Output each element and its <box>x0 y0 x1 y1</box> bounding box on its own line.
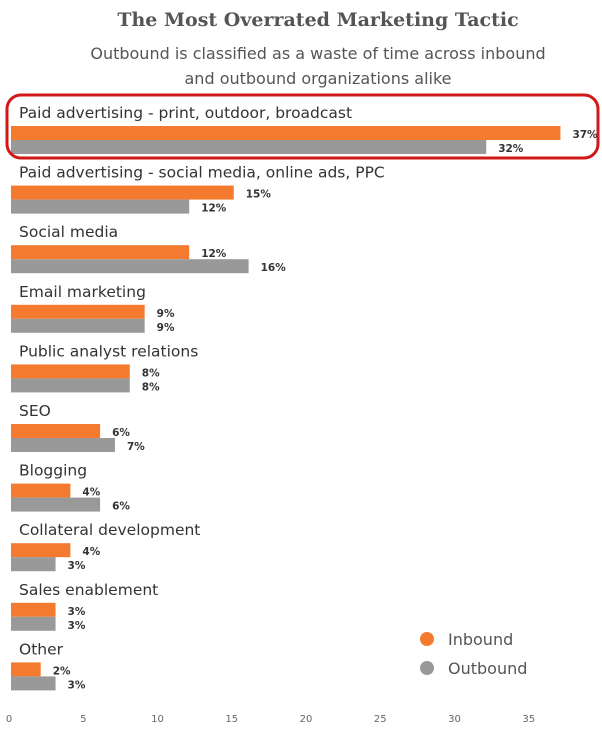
bar-inbound-seo <box>11 424 101 438</box>
x-tick-label-30: 30 <box>448 714 461 725</box>
value-label-outbound-seo: 7% <box>127 441 145 453</box>
category-label-paid-advertising-print-outdoor-broadcast: Paid advertising - print, outdoor, broad… <box>19 104 352 122</box>
value-label-inbound-collateral-development: 4% <box>82 546 100 558</box>
value-label-inbound-seo: 6% <box>112 427 130 439</box>
x-tick-label-15: 15 <box>225 714 238 725</box>
category-label-paid-advertising-social-media-online-ads-ppc: Paid advertising - social media, online … <box>19 164 385 182</box>
value-label-inbound-other: 2% <box>53 665 71 677</box>
legend-label-outbound: Outbound <box>448 659 527 678</box>
bars-group: Paid advertising - print, outdoor, broad… <box>5 93 600 691</box>
highlight-box <box>5 93 600 160</box>
bar-inbound-social-media <box>11 245 190 260</box>
value-label-outbound-blogging: 6% <box>112 501 130 513</box>
legend-label-inbound: Inbound <box>448 630 513 649</box>
value-label-inbound-sales-enablement: 3% <box>68 606 86 618</box>
value-label-inbound-email-marketing: 9% <box>157 308 175 320</box>
bar-inbound-collateral-development <box>11 543 71 558</box>
category-label-other: Other <box>19 640 64 658</box>
chart-subtitle-line-1: Outbound is classified as a waste of tim… <box>90 44 545 63</box>
legend-swatch-inbound <box>420 632 434 646</box>
x-tick-label-35: 35 <box>522 714 535 725</box>
category-label-sales-enablement: Sales enablement <box>19 581 158 599</box>
bar-inbound-sales-enablement <box>11 602 56 617</box>
bar-inbound-email-marketing <box>11 304 145 319</box>
bar-outbound-collateral-development <box>11 557 56 572</box>
category-label-email-marketing: Email marketing <box>19 283 146 301</box>
x-tick-label-0: 0 <box>6 714 12 725</box>
legend: Inbound Outbound <box>420 630 527 678</box>
bar-outbound-public-analyst-relations <box>11 378 130 393</box>
value-label-inbound-paid-advertising-print-outdoor-broadcast: 37% <box>572 129 598 141</box>
bar-outbound-paid-advertising-print-outdoor-broadcast <box>11 140 487 154</box>
value-label-outbound-other: 3% <box>68 679 86 691</box>
value-label-outbound-collateral-development: 3% <box>68 560 86 572</box>
category-label-public-analyst-relations: Public analyst relations <box>19 342 198 360</box>
bar-inbound-other <box>11 662 41 677</box>
bar-outbound-other <box>11 676 56 691</box>
value-label-outbound-paid-advertising-social-media-online-ads-ppc: 12% <box>201 203 227 215</box>
bar-outbound-blogging <box>11 497 101 512</box>
value-label-inbound-social-media: 12% <box>201 248 227 260</box>
legend-swatch-outbound <box>420 661 434 675</box>
category-label-collateral-development: Collateral development <box>19 521 200 539</box>
bar-outbound-email-marketing <box>11 318 145 333</box>
bar-inbound-blogging <box>11 483 71 498</box>
chart-title: The Most Overrated Marketing Tactic <box>117 9 518 31</box>
value-label-inbound-blogging: 4% <box>82 487 100 499</box>
bar-outbound-paid-advertising-social-media-online-ads-ppc <box>11 199 190 214</box>
value-label-outbound-social-media: 16% <box>261 262 287 274</box>
bar-inbound-public-analyst-relations <box>11 364 130 379</box>
x-axis: 0 5 10 15 20 25 30 35 <box>6 714 535 725</box>
category-label-social-media: Social media <box>19 223 118 241</box>
bar-inbound-paid-advertising-social-media-online-ads-ppc <box>11 185 234 200</box>
bar-outbound-seo <box>11 438 115 452</box>
category-label-blogging: Blogging <box>19 462 87 480</box>
x-tick-label-10: 10 <box>151 714 164 725</box>
value-label-inbound-paid-advertising-social-media-online-ads-ppc: 15% <box>246 189 272 201</box>
value-label-outbound-public-analyst-relations: 8% <box>142 381 160 393</box>
chart-subtitle-line-2: and outbound organizations alike <box>185 69 452 88</box>
bar-inbound-paid-advertising-print-outdoor-broadcast <box>11 126 561 140</box>
category-label-seo: SEO <box>19 402 51 420</box>
x-tick-label-25: 25 <box>374 714 387 725</box>
x-tick-label-20: 20 <box>300 714 313 725</box>
bar-outbound-social-media <box>11 259 249 274</box>
bar-outbound-sales-enablement <box>11 616 56 631</box>
value-label-outbound-sales-enablement: 3% <box>68 620 86 632</box>
value-label-inbound-public-analyst-relations: 8% <box>142 367 160 379</box>
value-label-outbound-paid-advertising-print-outdoor-broadcast: 32% <box>498 143 524 155</box>
x-tick-label-5: 5 <box>80 714 86 725</box>
value-label-outbound-email-marketing: 9% <box>157 322 175 334</box>
